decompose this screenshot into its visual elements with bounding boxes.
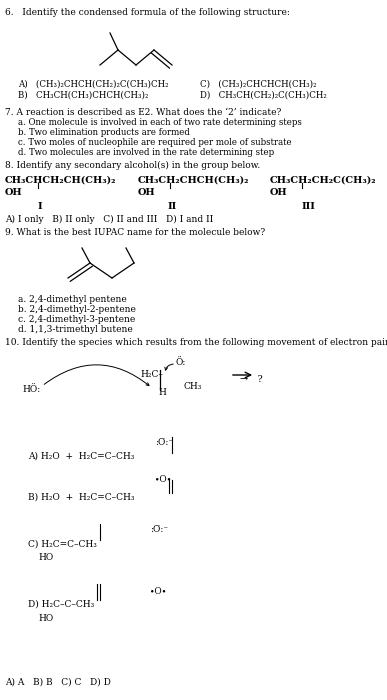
Text: CH₃CH₂CHCH(CH₃)₂: CH₃CH₂CHCH(CH₃)₂ [138,176,250,185]
Text: B)   CH₃CH(CH₃)CHCH(CH₃)₂: B) CH₃CH(CH₃)CHCH(CH₃)₂ [18,91,148,100]
Text: H: H [158,388,166,397]
Text: 8. Identify any secondary alcohol(s) in the group below.: 8. Identify any secondary alcohol(s) in … [5,161,260,170]
Text: A)   (CH₃)₂CHCH(CH₂)₂C(CH₃)CH₂: A) (CH₃)₂CHCH(CH₂)₂C(CH₃)CH₂ [18,80,168,89]
Text: d. 1,1,3-trimethyl butene: d. 1,1,3-trimethyl butene [18,325,133,334]
Text: b. 2,4-dimethyl-2-pentene: b. 2,4-dimethyl-2-pentene [18,305,136,314]
Text: c. Two moles of nucleophile are required per mole of substrate: c. Two moles of nucleophile are required… [18,138,292,147]
Text: 7. A reaction is described as E2. What does the ‘2’ indicate?: 7. A reaction is described as E2. What d… [5,108,281,117]
Text: D)   CH₃CH(CH₂)₂C(CH₃)CH₂: D) CH₃CH(CH₂)₂C(CH₃)CH₂ [200,91,327,100]
Text: D) H₂C–C–CH₃: D) H₂C–C–CH₃ [28,600,94,609]
Text: d. Two molecules are involved in the rate determining step: d. Two molecules are involved in the rat… [18,148,274,157]
Text: I: I [38,202,43,211]
Text: CH₃CH₂CH₂C(CH₃)₂: CH₃CH₂CH₂C(CH₃)₂ [270,176,377,185]
Text: Ö:: Ö: [175,358,185,367]
Text: OH: OH [270,188,288,197]
FancyArrowPatch shape [44,365,149,386]
Text: ∙O∙: ∙O∙ [150,587,166,596]
Text: OH: OH [5,188,22,197]
Text: →   ?: → ? [240,375,263,384]
Text: B) H₂O  +  H₂C=C–CH₃: B) H₂O + H₂C=C–CH₃ [28,493,135,502]
Text: OH: OH [138,188,156,197]
Text: :Ö:⁻: :Ö:⁻ [155,438,173,447]
FancyArrowPatch shape [165,364,173,370]
Text: C) H₂C=C–CH₃: C) H₂C=C–CH₃ [28,540,97,549]
Text: HÖ:: HÖ: [22,385,40,394]
Text: HO: HO [38,553,53,562]
Text: II: II [168,202,177,211]
Text: HO: HO [38,614,53,623]
Text: A) A   B) B   C) C   D) D: A) A B) B C) C D) D [5,678,111,687]
Text: 10. Identify the species which results from the following movement of electron p: 10. Identify the species which results f… [5,338,387,347]
Text: CH₃: CH₃ [183,382,201,391]
Text: III: III [302,202,316,211]
Text: C)   (CH₃)₂CHCHCH(CH₃)₂: C) (CH₃)₂CHCHCH(CH₃)₂ [200,80,317,89]
Text: CH₃CHCH₂CH(CH₃)₂: CH₃CHCH₂CH(CH₃)₂ [5,176,116,185]
Text: A) I only   B) II only   C) II and III   D) I and II: A) I only B) II only C) II and III D) I … [5,215,213,224]
Text: 9. What is the best IUPAC name for the molecule below?: 9. What is the best IUPAC name for the m… [5,228,265,237]
Text: A) H₂O  +  H₂C=C–CH₃: A) H₂O + H₂C=C–CH₃ [28,452,134,461]
Text: ∙O∙: ∙O∙ [155,475,171,484]
Text: a. 2,4-dimethyl pentene: a. 2,4-dimethyl pentene [18,295,127,304]
Text: 6.   Identify the condensed formula of the following structure:: 6. Identify the condensed formula of the… [5,8,290,17]
Text: a. One molecule is involved in each of two rate determining steps: a. One molecule is involved in each of t… [18,118,302,127]
Text: b. Two elimination products are formed: b. Two elimination products are formed [18,128,190,137]
Text: c. 2,4-dimethyl-3-pentene: c. 2,4-dimethyl-3-pentene [18,315,135,324]
Text: :Ö:⁻: :Ö:⁻ [150,525,168,534]
Text: H₂C–: H₂C– [140,370,163,379]
